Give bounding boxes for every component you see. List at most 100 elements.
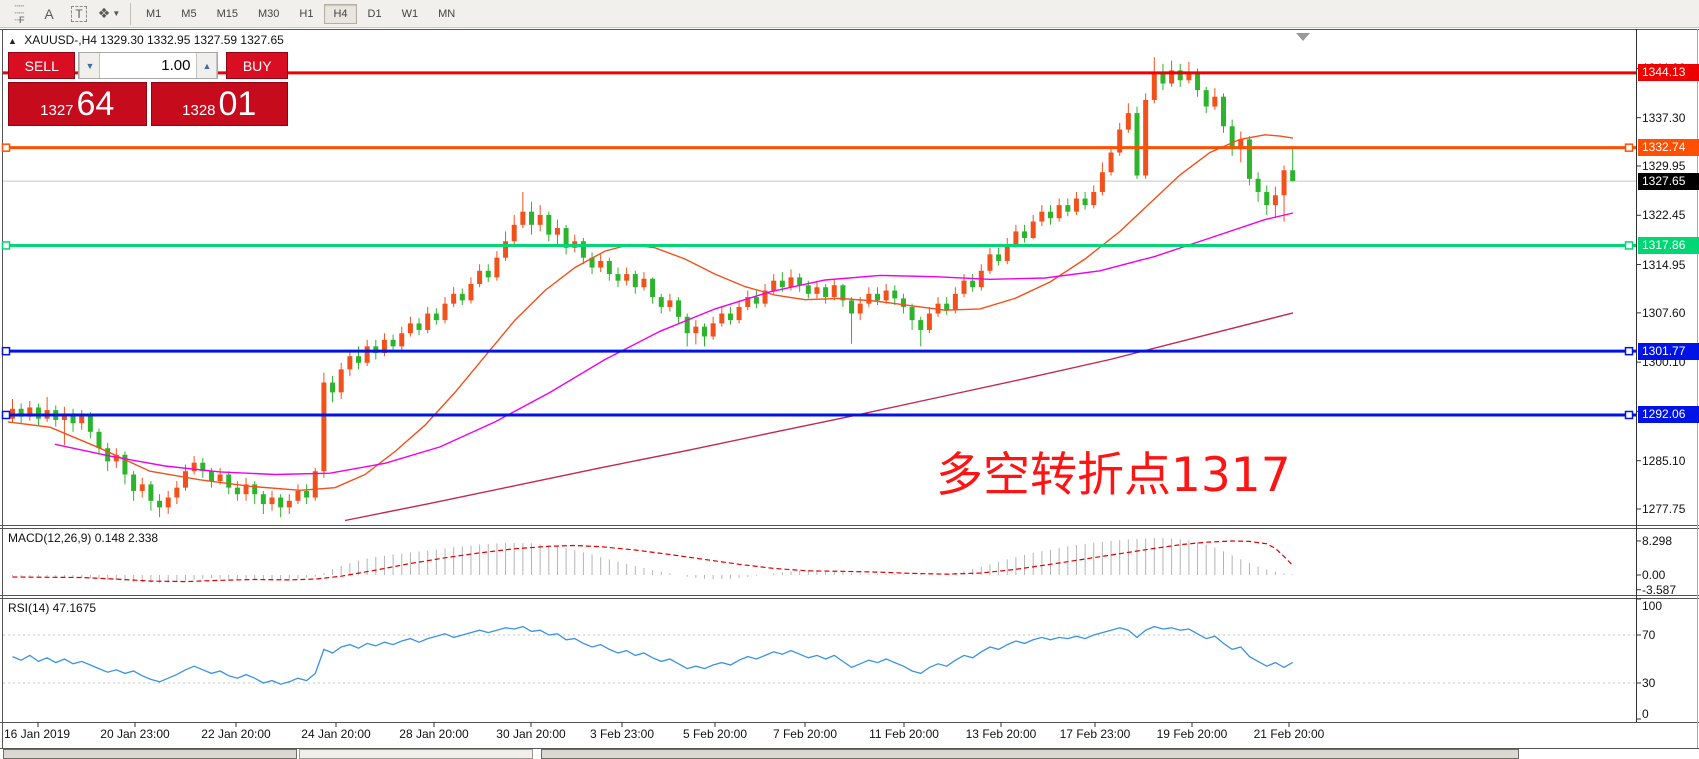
date-label: 22 Jan 20:00	[201, 727, 271, 741]
rsi-indicator-label: RSI(14) 47.1675	[8, 601, 97, 615]
rsi-tick-label: 30	[1642, 676, 1656, 690]
line-handle[interactable]	[1, 143, 11, 152]
symbol-ohlc: 1329.30 1332.95 1327.59 1327.65	[100, 33, 284, 47]
timeframe-button-h1[interactable]: H1	[299, 7, 314, 20]
toolbar-separator	[130, 2, 131, 25]
price-badge-1327.65: 1327.65	[1638, 173, 1699, 190]
macd-indicator-label: MACD(12,26,9) 0.148 2.338	[8, 531, 159, 545]
line-handle[interactable]	[1624, 346, 1634, 356]
buy-big-figure: 1328	[182, 102, 216, 119]
date-label: 20 Jan 23:00	[100, 727, 170, 741]
timeframe-group: M1 M5 M15 M30 H1 H4 D1 W1 MN	[137, 3, 466, 24]
timeframe-button-d1[interactable]: D1	[367, 7, 382, 20]
chart-tab[interactable]	[299, 749, 533, 759]
date-label: 7 Feb 20:00	[772, 727, 838, 741]
sell-big-figure: 1327	[40, 102, 74, 119]
symbol-name: XAUUSD-,H4	[24, 33, 97, 47]
volume-increase-button[interactable]: ▲	[196, 53, 218, 78]
price-badge-1332.74: 1332.74	[1638, 139, 1699, 156]
sell-pips: 64	[76, 85, 115, 123]
macd-tick-label: 0.00	[1642, 568, 1666, 582]
timeframe-button-w1[interactable]: W1	[401, 7, 419, 20]
price-badge-1317.86: 1317.86	[1638, 237, 1699, 254]
line-handle[interactable]	[1, 346, 11, 356]
chart-symbol-header: ▲ XAUUSD-,H4 1329.30 1332.95 1327.59 132…	[8, 33, 284, 47]
price-badge-1292.06: 1292.06	[1638, 406, 1699, 423]
date-label: 28 Jan 20:00	[399, 727, 469, 741]
indicator-axis-ticks	[1636, 540, 1641, 720]
sell-quote[interactable]: 1327 64	[8, 82, 147, 126]
collapse-panel-icon[interactable]: ▲	[8, 36, 17, 46]
text-box-tool-button[interactable]: T	[66, 3, 92, 25]
rsi-tick-label: 70	[1642, 628, 1656, 642]
top-toolbar: ┄┄ ┄┄ ┄F A T ❖ ▼ M1 M5 M15 M30 H1 H4 D1 W1 MN	[0, 0, 1699, 28]
chart-tab[interactable]	[541, 749, 1519, 759]
ma-slow-line	[344, 312, 1294, 522]
rsi-tick-label: 0	[1642, 707, 1649, 721]
ma-medium-line	[54, 212, 1294, 476]
timeframe-button-m15[interactable]: M15	[216, 7, 238, 20]
date-label: 19 Feb 20:00	[1156, 727, 1228, 741]
fibonacci-tool-button[interactable]: ┄┄ ┄┄ ┄F	[6, 1, 32, 25]
candlestick-series	[10, 57, 1296, 518]
line-handle[interactable]	[1624, 241, 1634, 250]
price-tick-label: 1307.60	[1642, 306, 1686, 320]
arrows-tool-button[interactable]: ❖ ▼	[96, 3, 122, 25]
chart-frame	[0, 29, 1699, 749]
chart-tab[interactable]	[3, 749, 297, 759]
buy-pips: 01	[218, 85, 257, 123]
date-label: 21 Feb 20:00	[1253, 727, 1325, 741]
text-label-tool-button[interactable]: A	[36, 3, 62, 25]
date-label: 17 Feb 23:00	[1059, 727, 1131, 741]
date-ticks	[37, 722, 1290, 727]
volume-spinner: ▼ ▲	[78, 52, 219, 79]
macd-histogram	[12, 538, 1294, 584]
timeframe-button-m5[interactable]: M5	[181, 7, 197, 20]
chart-tabs-strip	[0, 749, 1699, 759]
date-label: 11 Feb 20:00	[869, 727, 939, 741]
price-tick-label: 1285.10	[1642, 454, 1686, 468]
macd-signal-line	[12, 540, 1294, 583]
chevron-down-icon: ▼	[112, 9, 121, 18]
drawing-tools-group: ┄┄ ┄┄ ┄F A T ❖ ▼	[0, 1, 126, 25]
volume-input[interactable]	[100, 53, 197, 78]
line-handle[interactable]	[1624, 143, 1634, 152]
one-click-trading-panel: SELL ▼ ▲ BUY 1327 64 1328 01	[8, 52, 288, 126]
line-handle[interactable]	[1, 410, 11, 420]
rsi-panel	[3, 625, 1636, 685]
price-badge-1344.13: 1344.13	[1638, 64, 1699, 81]
buy-quote[interactable]: 1328 01	[150, 82, 288, 126]
price-tick-label: 1277.75	[1642, 502, 1686, 516]
text-box-icon: T	[71, 5, 87, 22]
price-tick-label: 1337.30	[1642, 111, 1686, 125]
date-label: 16 Jan 2019	[4, 727, 71, 741]
price-tick-label: 1322.45	[1642, 208, 1686, 222]
chart-text-annotation[interactable]: 多空转折点1317	[936, 448, 1291, 503]
timeframe-button-h4[interactable]: H4	[324, 3, 357, 24]
macd-tick-label: -3.587	[1642, 583, 1677, 597]
arrows-icon: ❖	[97, 5, 111, 21]
date-label: 24 Jan 20:00	[301, 727, 371, 741]
line-handle[interactable]	[1, 241, 11, 250]
date-label: 5 Feb 20:00	[682, 727, 748, 741]
volume-decrease-button[interactable]: ▼	[79, 53, 101, 78]
date-label: 13 Feb 20:00	[965, 727, 1037, 741]
chart-shift-icon	[1296, 33, 1310, 41]
date-label: 30 Jan 20:00	[496, 727, 566, 741]
fibonacci-icon: ┄┄ ┄┄ ┄F	[14, 1, 25, 25]
macd-tick-label: 8.298	[1642, 534, 1673, 548]
line-handle[interactable]	[1624, 410, 1634, 420]
rsi-tick-label: 100	[1642, 599, 1663, 613]
price-badge-1301.77: 1301.77	[1638, 343, 1699, 360]
text-label-icon: A	[44, 5, 54, 22]
ma-fast-line	[7, 134, 1294, 492]
price-tick-label: 1329.95	[1642, 159, 1686, 173]
price-tick-label: 1314.95	[1642, 258, 1686, 272]
timeframe-button-m1[interactable]: M1	[146, 7, 162, 20]
sell-button[interactable]: SELL	[8, 52, 76, 79]
date-label: 3 Feb 23:00	[589, 727, 655, 741]
timeframe-button-m30[interactable]: M30	[257, 7, 280, 20]
buy-button[interactable]: BUY	[226, 52, 288, 79]
timeframe-button-mn[interactable]: MN	[438, 7, 456, 20]
